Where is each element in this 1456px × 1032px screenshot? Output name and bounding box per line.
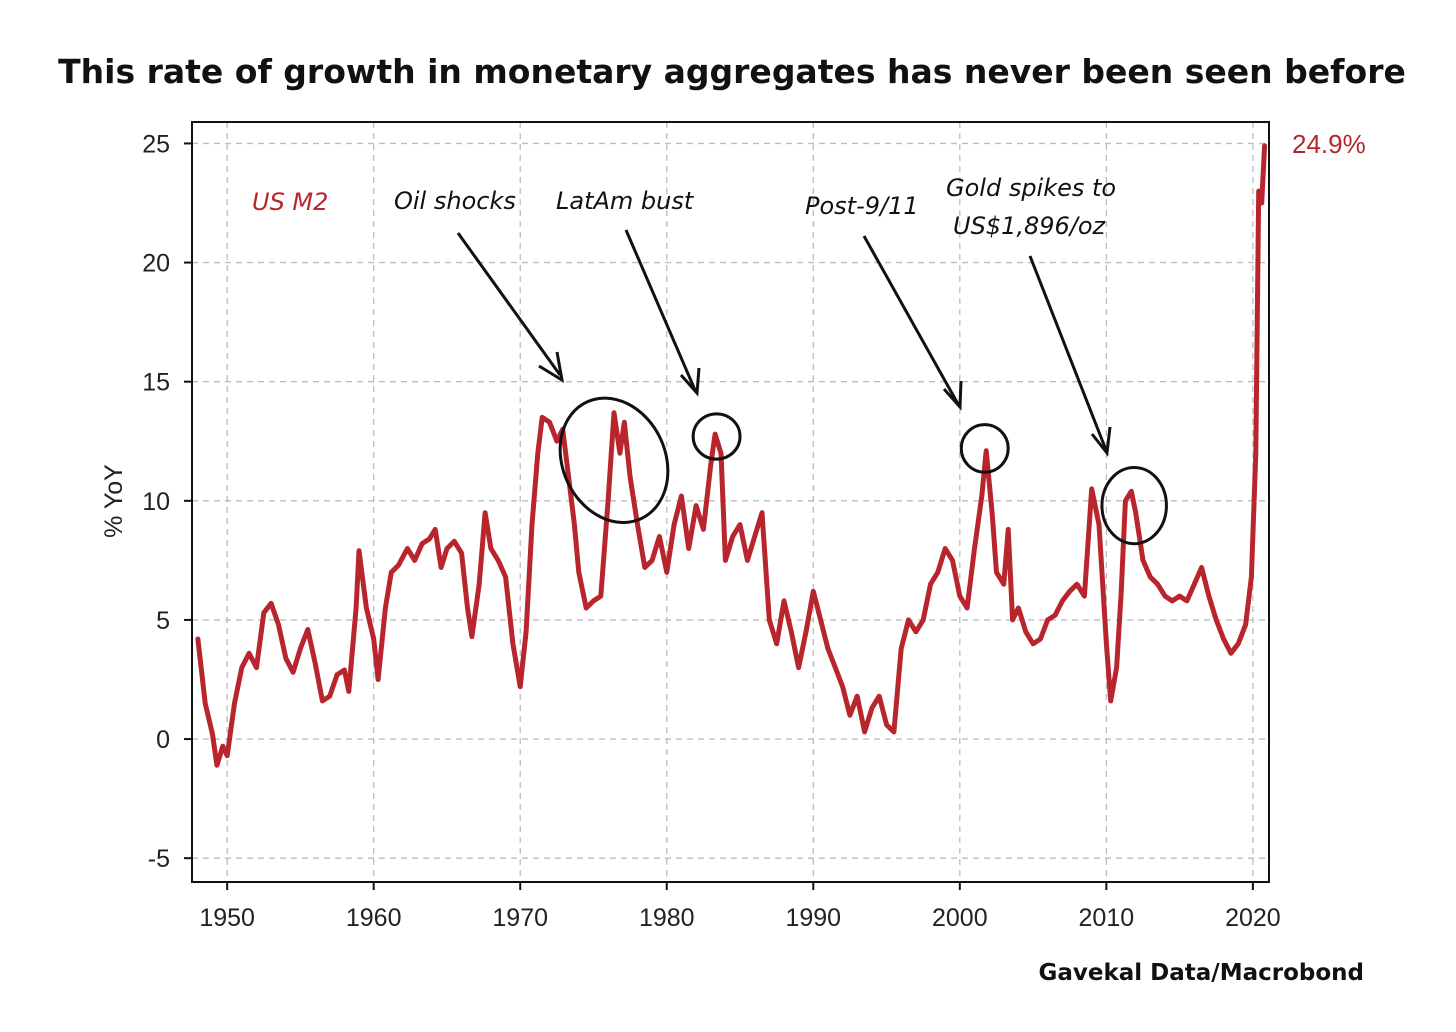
annotation-circle-oil-shocks: [558, 396, 670, 525]
x-tick-label: 1980: [639, 904, 695, 932]
y-tick-label: 5: [156, 607, 170, 635]
arrow-post-911: [862, 235, 963, 411]
annotation-oil-shocks: Oil shocks: [394, 187, 516, 215]
grid-layer: [192, 122, 1269, 882]
y-tick-label: 10: [142, 488, 170, 516]
annotation-gold-line2: US$1,896/oz: [953, 212, 1107, 240]
tick-layer: 1950 1960 1970 1980 1990 2000 2010 2020 -5 0 5 10 15…: [142, 130, 1281, 932]
x-tick-label: 1970: [492, 904, 548, 932]
annotation-latam-bust: LatAm bust: [556, 187, 695, 215]
annotation-post-911: Post-9/11: [805, 192, 919, 220]
x-tick-label: 1990: [785, 904, 841, 932]
last-value-label: 24.9%: [1292, 129, 1366, 159]
annotation-circle-layer: [558, 396, 1168, 546]
y-tick-label: 25: [142, 130, 170, 158]
y-tick-label: 15: [142, 369, 170, 397]
x-tick-label: 2010: [1079, 904, 1135, 932]
arrow-gold-spike: [1028, 255, 1112, 457]
series-layer: [195, 143, 1268, 768]
annotation-circle-latam-bust: [691, 412, 742, 461]
annotation-circle-gold-spike: [1100, 465, 1168, 546]
y-tick-label: 20: [142, 250, 170, 278]
annotation-gold-line1: Gold spikes to: [946, 174, 1116, 202]
chart-title: This rate of growth in monetary aggregat…: [58, 52, 1406, 91]
y-tick-label: 0: [156, 726, 170, 754]
plot-frame: [191, 121, 1270, 883]
arrow-latam-bust: [624, 229, 701, 397]
y-axis-label: % YoY: [100, 464, 128, 538]
x-tick-label: 1960: [346, 904, 402, 932]
annotation-circle-post-9/11: [959, 423, 1010, 474]
x-tick-label: 2000: [932, 904, 988, 932]
x-tick-label: 2020: [1225, 904, 1281, 932]
series-name-label: US M2: [252, 188, 328, 216]
series-line-us-m2: [195, 143, 1268, 768]
source-credit: Gavekal Data/Macrobond: [1038, 960, 1364, 986]
x-tick-label: 1950: [199, 904, 255, 932]
arrow-oil-shocks: [456, 232, 565, 384]
y-tick-label: -5: [148, 845, 170, 873]
